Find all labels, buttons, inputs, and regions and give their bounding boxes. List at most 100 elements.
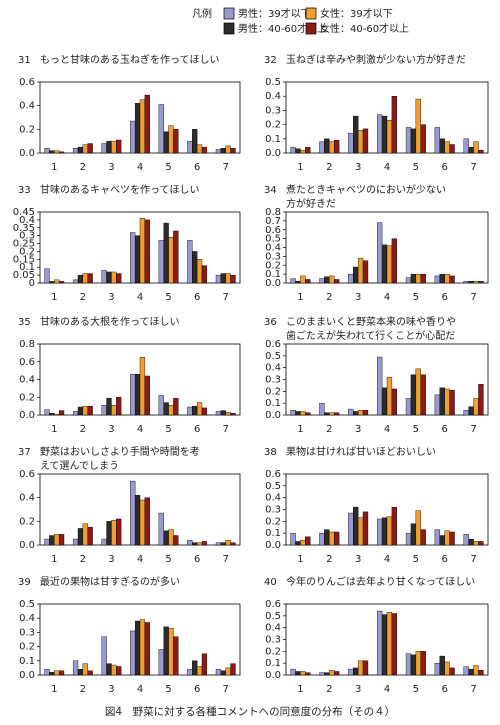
- bar: [225, 540, 231, 546]
- bar: [463, 281, 469, 284]
- bar: [391, 388, 398, 416]
- bar: [439, 535, 445, 546]
- bar: [386, 516, 393, 546]
- y-tick-label: 0.15: [13, 254, 35, 265]
- chart-title: 甘味のあるキャベツを作ってほしい: [40, 183, 200, 196]
- bar: [353, 115, 359, 154]
- y-tick-label: 0.4: [19, 375, 35, 386]
- y-tick-label: 0.6: [19, 469, 35, 480]
- bar: [87, 273, 93, 284]
- caption: 図4 野菜に対する各種コメントへの同意度の分布（その４）: [105, 705, 395, 718]
- bar: [329, 531, 335, 546]
- x-tick-label: 5: [413, 292, 419, 303]
- bar: [111, 519, 117, 546]
- bar: [444, 141, 450, 154]
- y-tick-label: 0.2: [19, 642, 35, 653]
- bar: [319, 402, 325, 416]
- bar: [77, 669, 84, 676]
- bar: [72, 411, 79, 416]
- bar: [44, 538, 50, 546]
- bar: [215, 669, 222, 676]
- bar: [434, 394, 441, 416]
- bar: [49, 413, 55, 416]
- bar: [319, 532, 325, 546]
- bar: [72, 538, 79, 546]
- bar: [49, 150, 55, 154]
- bar: [130, 630, 136, 676]
- x-tick-label: 7: [223, 424, 229, 435]
- y-tick-label: 0.8: [265, 207, 281, 218]
- bar: [201, 541, 208, 546]
- y-tick-label: 0.5: [265, 77, 281, 88]
- bar: [463, 666, 469, 676]
- bar: [173, 397, 179, 416]
- y-tick-label: 0.35: [13, 223, 35, 234]
- bar: [106, 140, 112, 154]
- x-tick-label: 4: [384, 292, 390, 303]
- x-tick-label: 6: [442, 554, 448, 565]
- bar: [362, 128, 369, 154]
- chart-title: 歯ごたえが失われて行くことが心配だ: [286, 329, 455, 342]
- x-tick-label: 2: [326, 162, 332, 173]
- bar: [44, 268, 50, 284]
- bar: [77, 274, 84, 284]
- x-tick-label: 6: [442, 424, 448, 435]
- x-tick-label: 2: [326, 684, 332, 695]
- bar: [215, 149, 222, 154]
- bar: [225, 273, 231, 284]
- bar: [449, 667, 455, 676]
- y-tick-label: 0.0: [19, 670, 35, 681]
- chart-title: 今年のりんごは去年より甘くなってほしい: [286, 575, 475, 588]
- bar: [139, 218, 146, 284]
- y-tick-label: 0.5: [265, 351, 281, 362]
- bar: [449, 389, 455, 416]
- bar: [196, 542, 203, 546]
- y-tick-label: 0.1: [265, 528, 281, 539]
- bar: [329, 670, 335, 676]
- bar: [58, 534, 65, 546]
- y-tick-label: 0.3: [265, 375, 281, 386]
- bar: [101, 270, 107, 284]
- chart-title: 方が好きだ: [286, 197, 336, 210]
- y-tick-label: 0.6: [265, 599, 281, 610]
- bar: [415, 368, 421, 416]
- bar: [386, 245, 393, 284]
- bar: [225, 145, 231, 154]
- bar: [54, 279, 60, 284]
- bar: [324, 412, 330, 416]
- bar: [134, 235, 141, 284]
- x-tick-label: 1: [297, 554, 303, 565]
- bar: [44, 148, 50, 154]
- bar: [434, 529, 441, 546]
- x-tick-label: 1: [297, 424, 303, 435]
- bar: [77, 528, 84, 546]
- bar: [468, 147, 474, 154]
- bar: [168, 125, 174, 154]
- chart-title: 甘味のある大根を作ってほしい: [40, 315, 180, 328]
- x-tick-label: 4: [137, 684, 143, 695]
- bar: [415, 510, 421, 546]
- chart-number: 37: [18, 447, 31, 458]
- bar: [220, 410, 226, 416]
- bar: [87, 143, 93, 154]
- bar: [348, 512, 354, 546]
- bar: [381, 115, 388, 154]
- x-tick-label: 3: [355, 292, 361, 303]
- x-tick-label: 4: [137, 424, 143, 435]
- y-tick-label: 0.6: [265, 469, 281, 480]
- bar: [139, 499, 146, 546]
- bar: [478, 149, 484, 154]
- bar: [192, 251, 198, 284]
- bar: [101, 538, 107, 546]
- bar: [434, 127, 441, 154]
- bar: [478, 670, 484, 676]
- bar: [324, 138, 330, 154]
- y-tick-label: 0.05: [13, 270, 35, 281]
- bar: [58, 670, 65, 676]
- chart-number: 33: [18, 185, 31, 196]
- x-tick-label: 5: [165, 292, 171, 303]
- bar: [168, 237, 174, 284]
- bar: [72, 279, 79, 284]
- bar: [101, 143, 107, 154]
- legend-swatch: [305, 22, 317, 35]
